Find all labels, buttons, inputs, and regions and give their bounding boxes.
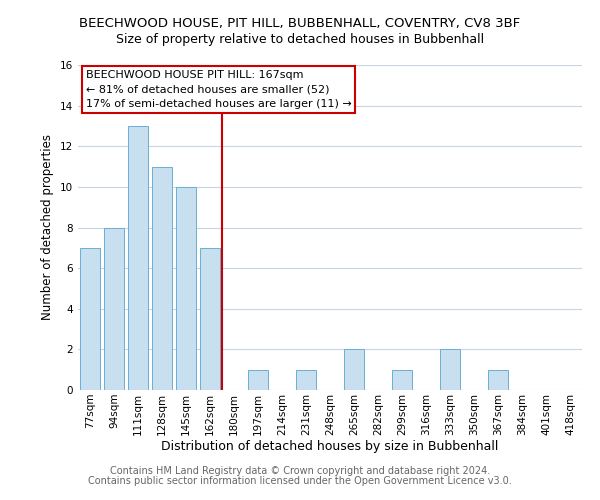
Bar bbox=[128, 126, 148, 390]
Bar bbox=[200, 248, 220, 390]
Bar bbox=[248, 370, 268, 390]
Text: BEECHWOOD HOUSE, PIT HILL, BUBBENHALL, COVENTRY, CV8 3BF: BEECHWOOD HOUSE, PIT HILL, BUBBENHALL, C… bbox=[79, 18, 521, 30]
Y-axis label: Number of detached properties: Number of detached properties bbox=[41, 134, 55, 320]
Bar bbox=[80, 248, 100, 390]
X-axis label: Distribution of detached houses by size in Bubbenhall: Distribution of detached houses by size … bbox=[161, 440, 499, 454]
Bar bbox=[176, 187, 196, 390]
Bar bbox=[440, 350, 460, 390]
Bar bbox=[296, 370, 316, 390]
Text: BEECHWOOD HOUSE PIT HILL: 167sqm
← 81% of detached houses are smaller (52)
17% o: BEECHWOOD HOUSE PIT HILL: 167sqm ← 81% o… bbox=[86, 70, 352, 108]
Text: Size of property relative to detached houses in Bubbenhall: Size of property relative to detached ho… bbox=[116, 32, 484, 46]
Text: Contains HM Land Registry data © Crown copyright and database right 2024.: Contains HM Land Registry data © Crown c… bbox=[110, 466, 490, 476]
Text: Contains public sector information licensed under the Open Government Licence v3: Contains public sector information licen… bbox=[88, 476, 512, 486]
Bar bbox=[488, 370, 508, 390]
Bar bbox=[104, 228, 124, 390]
Bar bbox=[344, 350, 364, 390]
Bar bbox=[392, 370, 412, 390]
Bar bbox=[152, 166, 172, 390]
